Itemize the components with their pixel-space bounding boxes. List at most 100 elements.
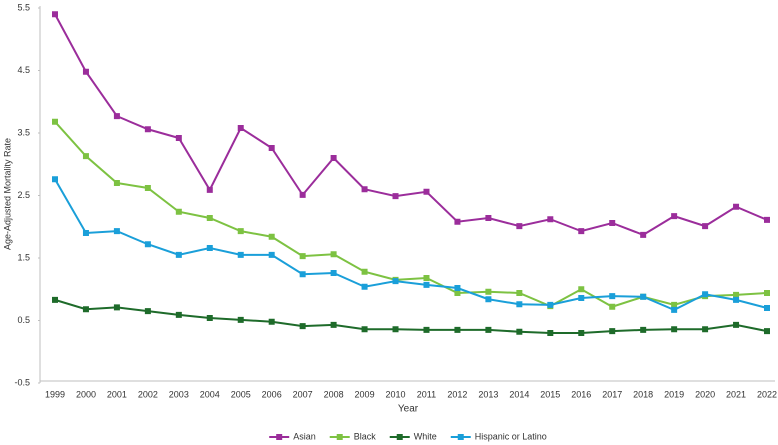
data-point <box>113 113 120 120</box>
legend-swatch <box>336 434 343 440</box>
data-point <box>206 186 213 193</box>
data-point <box>578 330 585 336</box>
data-point <box>485 215 492 221</box>
data-point <box>206 315 213 321</box>
data-point <box>361 283 368 290</box>
data-point <box>609 220 616 226</box>
data-point <box>237 125 244 131</box>
data-point <box>516 328 523 335</box>
data-point <box>392 193 399 200</box>
data-point <box>361 186 368 193</box>
data-point <box>764 328 770 335</box>
data-point <box>113 180 120 186</box>
x-tick-label: 2020 <box>695 389 715 399</box>
y-tick-label: 5.5 <box>17 2 30 12</box>
series-line <box>54 121 768 308</box>
legend-item: Black <box>329 431 376 441</box>
x-tick-label: 1999 <box>45 389 65 399</box>
data-point <box>144 126 151 133</box>
data-point <box>237 316 244 323</box>
legend-swatch <box>276 434 283 440</box>
legend-label: Asian <box>293 431 316 441</box>
x-tick-label: 2012 <box>447 389 467 399</box>
data-point <box>547 330 554 336</box>
data-point <box>702 291 709 298</box>
x-tick-label: 2004 <box>200 389 220 399</box>
data-point <box>547 216 554 223</box>
data-point <box>640 231 647 238</box>
data-point <box>454 326 461 333</box>
data-point <box>82 230 89 236</box>
x-tick-label: 2018 <box>633 389 653 399</box>
data-point <box>485 326 492 333</box>
x-tick-label: 2002 <box>138 389 158 399</box>
data-point <box>330 270 337 276</box>
data-point <box>578 286 585 293</box>
x-tick-label: 2003 <box>169 389 189 399</box>
data-point <box>144 308 151 315</box>
legend-swatch <box>396 434 403 440</box>
data-point <box>82 153 89 160</box>
data-point <box>299 323 306 330</box>
data-point <box>454 218 461 225</box>
data-point <box>268 145 275 151</box>
data-point <box>144 241 151 248</box>
data-point <box>237 228 244 235</box>
y-tick-label: 2.5 <box>17 190 30 200</box>
data-point <box>578 228 585 235</box>
data-point <box>764 290 770 296</box>
data-point <box>671 306 678 313</box>
data-point <box>52 296 58 303</box>
data-point <box>485 288 492 295</box>
data-point <box>702 326 709 333</box>
data-point <box>547 301 554 308</box>
data-point <box>516 223 523 230</box>
data-point <box>764 305 770 311</box>
data-point <box>113 304 120 311</box>
series-line <box>54 178 768 311</box>
data-point <box>733 296 740 303</box>
series-line <box>54 298 768 334</box>
data-point <box>330 321 337 328</box>
data-point <box>609 293 616 300</box>
y-tick-label: -0.5 <box>14 377 30 387</box>
data-point <box>671 326 678 333</box>
x-tick-label: 2014 <box>509 389 529 399</box>
x-tick-label: 2001 <box>107 389 127 399</box>
x-tick-label: 2008 <box>324 389 344 399</box>
legend-label: White <box>414 431 437 441</box>
x-tick-label: 2006 <box>262 389 282 399</box>
data-point <box>82 306 89 313</box>
y-tick-label: 4.5 <box>17 65 30 75</box>
data-point <box>578 295 585 301</box>
x-tick-label: 2021 <box>726 389 746 399</box>
legend-label: Hispanic or Latino <box>475 431 547 441</box>
data-point <box>640 326 647 333</box>
data-point <box>237 251 244 258</box>
x-tick-label: 2009 <box>355 389 375 399</box>
data-point <box>392 326 399 333</box>
data-point <box>423 188 430 195</box>
legend-item: Asian <box>269 431 316 441</box>
y-tick-label: 0.5 <box>17 315 30 325</box>
series-line <box>54 13 768 236</box>
data-point <box>299 253 306 260</box>
data-point <box>454 290 461 296</box>
data-point <box>206 245 213 251</box>
data-point <box>640 293 647 300</box>
legend: Asian Black White Hispanic or Latino <box>269 431 547 441</box>
data-point <box>361 268 368 275</box>
y-tick-label: 3.5 <box>17 127 30 137</box>
data-point <box>206 215 213 221</box>
data-point <box>423 326 430 333</box>
data-point <box>52 118 58 125</box>
data-point <box>485 296 492 303</box>
data-point <box>609 328 616 335</box>
data-point <box>609 303 616 310</box>
data-point <box>423 281 430 288</box>
data-point <box>268 251 275 258</box>
x-tick-label: 2019 <box>664 389 684 399</box>
x-tick-label: 2013 <box>478 389 498 399</box>
data-point <box>175 251 182 258</box>
